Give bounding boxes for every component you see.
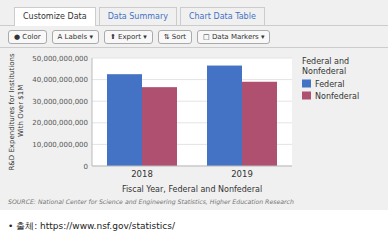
legend-entry: Nonfederal	[315, 92, 359, 101]
toolbar-button[interactable]: ⇅ Sort	[158, 30, 192, 44]
grid-line	[92, 166, 292, 167]
y-axis	[92, 58, 93, 166]
grid-line	[92, 58, 292, 59]
chart: 0 10,000,000,000 20,000,000,000 30,000,000,…	[0, 48, 388, 210]
x-tick-label: 2018	[131, 169, 153, 179]
source-note: SOURCE: National Center for Science and …	[8, 198, 294, 206]
toolbar-button[interactable]: ⬆ Export ▾	[104, 30, 153, 44]
x-axis	[92, 166, 292, 167]
y-tick-label: 50,000,000,000	[32, 55, 88, 63]
y-tick-label: 20,000,000,000	[32, 119, 88, 127]
toolbar: ● Color A Labels ▾ ⬆ Export ▾ ⇅ Sort □ Data …	[0, 26, 388, 48]
x-tick-label: 2019	[231, 169, 253, 179]
y-tick-label: 0	[84, 163, 88, 171]
legend-swatch	[302, 92, 311, 100]
bar	[107, 74, 142, 166]
legend-title: Federal andNonfederal	[302, 57, 349, 76]
bar	[207, 66, 242, 166]
x-axis-label: Fiscal Year, Federal and Nonfederal	[122, 185, 262, 194]
y-tick-label: 40,000,000,000	[32, 76, 88, 84]
bars	[107, 66, 277, 166]
tab[interactable]: Customize Data	[14, 7, 96, 26]
plot-area	[92, 58, 292, 166]
legend-entry: Federal	[315, 80, 345, 89]
tab[interactable]: Data Summary	[99, 7, 177, 25]
y-axis-label: R&D Expenditures for Institutions With O…	[8, 53, 25, 170]
tab[interactable]: Chart Data Table	[180, 7, 265, 25]
bar	[142, 87, 177, 166]
y-tick-label: 30,000,000,000	[32, 98, 88, 106]
bar	[242, 82, 277, 166]
toolbar-button[interactable]: A Labels ▾	[52, 30, 99, 44]
y-tick-label: 10,000,000,000	[32, 141, 88, 149]
toolbar-button[interactable]: □ Data Markers ▾	[197, 30, 270, 44]
footer: • 출체: https://www.nsf.gov/statistics/	[0, 210, 388, 242]
legend-swatch	[302, 80, 311, 88]
tab-row: Customize DataData SummaryChart Data Tab…	[0, 0, 388, 26]
toolbar-button[interactable]: ● Color	[8, 30, 47, 44]
